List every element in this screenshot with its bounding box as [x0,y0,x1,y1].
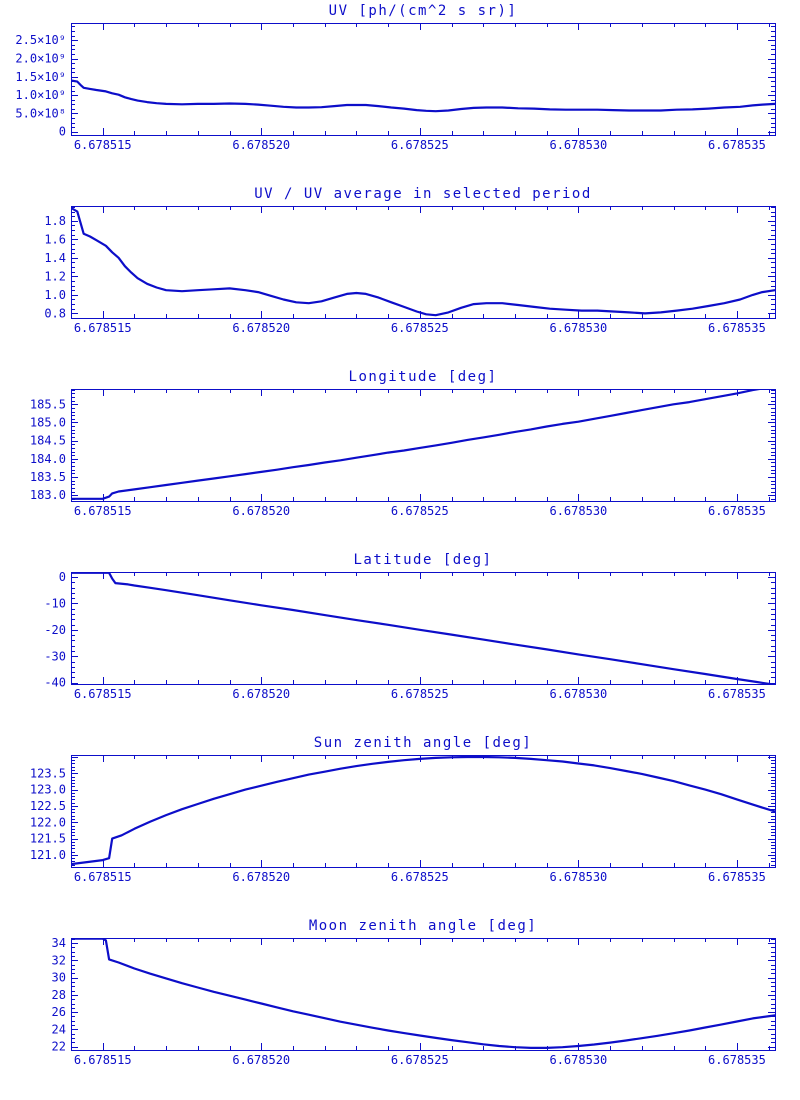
plot-panel-sun-zenith: Sun zenith angle [deg] 6.678515 6.678520 6.… [30,735,777,884]
y-tick-label: 1.6 [44,232,66,246]
x-tick-label: 6.678535 [708,1053,766,1067]
y-tick-label: 22 [52,1040,66,1054]
y-tick-label: 2.5×10⁹ [15,33,66,47]
x-tick-label: 6.678530 [549,138,607,152]
axes-uv [70,22,777,137]
x-tick-label: 6.678530 [549,321,607,335]
y-tick-label: 5.0×10⁸ [15,106,66,120]
y-tick-label: 1.5×10⁹ [15,70,66,84]
y-tick-label: 0 [59,125,66,139]
data-line-moon-zenith [71,938,775,1049]
x-tick-label: 6.678525 [391,504,449,518]
y-tick-label: 28 [52,988,66,1002]
x-tick-label: 6.678535 [708,870,766,884]
y-tick-label: 185.5 [30,397,66,411]
plot-frame [70,937,777,1052]
x-tick-label: 6.678525 [391,687,449,701]
y-tick-label: 123.5 [30,766,66,780]
plot-frame [70,22,777,137]
data-line-latitude [71,572,775,684]
x-tick-label: 6.678520 [232,687,290,701]
x-tick-label: 6.678520 [232,321,290,335]
axes-uv-ratio [70,205,777,320]
plot-title-latitude: Latitude [deg] [353,552,492,568]
y-tick-label: 24 [52,1022,66,1036]
y-tick-label: 2.0×10⁹ [15,52,66,66]
y-tick-label: -40 [44,676,66,690]
x-tick-label: 6.678515 [74,138,132,152]
y-tick-label: -30 [44,649,66,663]
x-tick-label: 6.678520 [232,504,290,518]
y-tick-label: 1.4 [44,251,66,265]
y-tick-label: 185.0 [30,415,66,429]
plot-panel-longitude: Longitude [deg] 6.678515 6.678520 6.678525 6… [30,369,777,518]
x-tick-label: 6.678535 [708,138,766,152]
x-tick-label: 6.678525 [391,138,449,152]
y-tick-label: 1.8 [44,214,66,228]
data-line-longitude [71,389,767,500]
plot-title-sun-zenith: Sun zenith angle [deg] [314,735,532,751]
plot-frame [70,388,777,503]
y-tick-label: 1.2 [44,269,66,283]
y-tick-label: 184.0 [30,452,66,466]
y-tick-label: 121.0 [30,848,66,862]
x-tick-label: 6.678535 [708,504,766,518]
axes-sun-zenith [70,754,777,869]
x-tick-label: 6.678535 [708,321,766,335]
x-tick-label: 6.678515 [74,1053,132,1067]
y-tick-label: 1.0 [44,288,66,302]
axes-longitude [70,388,777,503]
data-line-uv-ratio [71,206,775,317]
plot-panel-latitude: Latitude [deg] 6.678515 6.678520 6.678525 6.… [44,552,777,701]
plot-title-moon-zenith: Moon zenith angle [deg] [309,918,537,934]
data-line-uv [71,79,775,113]
plot-panel-moon-zenith: Moon zenith angle [deg] 6.678515 6.678520 6… [52,918,777,1067]
x-tick-label: 6.678520 [232,138,290,152]
y-tick-label: -20 [44,623,66,637]
x-tick-label: 6.678515 [74,687,132,701]
plot-title-uv-ratio: UV / UV average in selected period [254,186,592,202]
plot-frame [70,205,777,320]
y-tick-label: 0 [59,570,66,584]
x-tick-label: 6.678525 [391,870,449,884]
x-tick-label: 6.678530 [549,504,607,518]
y-tick-label: 122.5 [30,799,66,813]
x-tick-label: 6.678525 [391,1053,449,1067]
x-tick-label: 6.678515 [74,321,132,335]
plot-frame [70,571,777,686]
y-tick-label: 183.0 [30,488,66,502]
y-tick-label: 122.0 [30,815,66,829]
plot-title-uv: UV [ph/(cm^2 s sr)] [329,3,518,19]
plot-panel-uv: UV [ph/(cm^2 s sr)] 6.678515 6.678520 6.678… [15,3,777,152]
y-tick-label: 123.0 [30,783,66,797]
x-tick-label: 6.678515 [74,870,132,884]
x-tick-label: 6.678530 [549,687,607,701]
y-tick-label: 26 [52,1005,66,1019]
y-tick-label: 30 [52,971,66,985]
y-tick-label: 183.5 [30,470,66,484]
x-tick-label: 6.678520 [232,1053,290,1067]
plot-frame [70,754,777,869]
y-tick-label: -10 [44,596,66,610]
x-tick-label: 6.678520 [232,870,290,884]
x-tick-label: 6.678530 [549,870,607,884]
y-tick-label: 34 [52,936,66,950]
axes-moon-zenith [70,937,777,1052]
plot-title-longitude: Longitude [deg] [349,369,498,385]
y-tick-label: 32 [52,953,66,967]
x-tick-label: 6.678530 [549,1053,607,1067]
x-tick-label: 6.678525 [391,321,449,335]
y-tick-label: 121.5 [30,832,66,846]
plot-panel-uv-ratio: UV / UV average in selected period 6.6785… [44,186,777,335]
y-tick-label: 184.5 [30,434,66,448]
y-tick-label: 1.0×10⁹ [15,88,66,102]
x-tick-label: 6.678535 [708,687,766,701]
y-tick-label: 0.8 [44,306,66,320]
data-line-sun-zenith [71,755,775,866]
axes-latitude [70,571,777,686]
x-tick-label: 6.678515 [74,504,132,518]
